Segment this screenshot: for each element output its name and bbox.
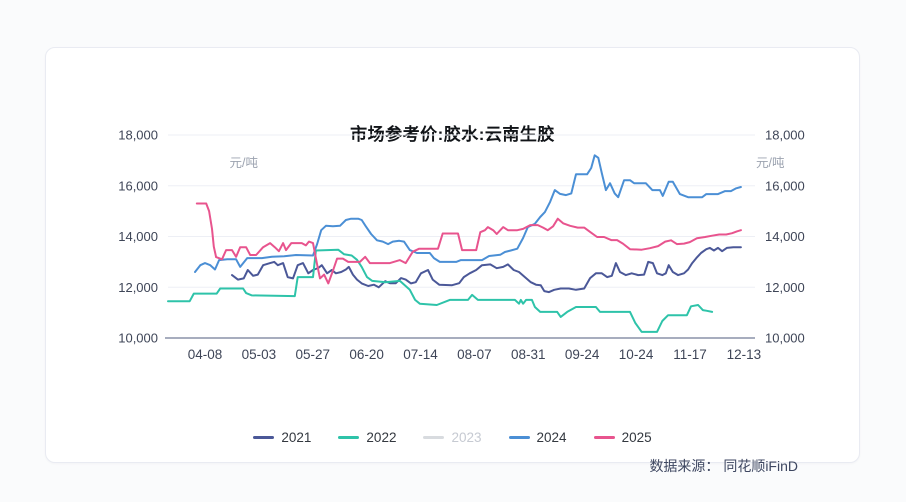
legend-label: 2023 [451, 429, 482, 445]
series-line-2021[interactable] [231, 246, 742, 294]
legend-swatch [423, 435, 445, 439]
y-axis-tick-label-left: 12,000 [118, 280, 158, 295]
series-line-2024[interactable] [194, 154, 742, 273]
y-axis-tick-label-left: 16,000 [118, 178, 158, 193]
y-axis-tick-label-left: 14,000 [118, 229, 158, 244]
legend-label: 2021 [281, 429, 312, 445]
legend-item-2023[interactable]: 2023 [423, 429, 482, 445]
data-source-label: 数据来源： 同花顺iFinD [649, 458, 798, 474]
y-axis-tick-label-left: 18,000 [118, 128, 158, 143]
x-axis-tick-label: 05-27 [295, 347, 330, 362]
x-axis-tick-label: 12-13 [727, 347, 762, 362]
x-axis-tick-label: 11-17 [673, 347, 707, 362]
x-axis-tick-label: 10-24 [619, 347, 654, 362]
series-line-2025[interactable] [195, 202, 742, 285]
y-axis-tick-label-right: 10,000 [765, 331, 805, 346]
y-axis-tick-label-left: 10,000 [118, 331, 158, 346]
y-axis-tick-label-right: 12,000 [765, 280, 805, 295]
legend-swatch [338, 435, 360, 439]
legend-swatch [593, 435, 615, 439]
chart-card: 市场参考价:胶水:云南生胶 元/吨 元/吨 2021 2022 2023 2024 20… [45, 47, 860, 474]
x-axis-tick-label: 05-03 [242, 347, 277, 362]
legend-swatch [508, 435, 530, 439]
series-line-2022[interactable] [167, 248, 714, 333]
x-axis-tick-label: 09-24 [565, 347, 600, 362]
legend-item-2024[interactable]: 2024 [508, 429, 567, 445]
y-axis-tick-label-right: 14,000 [765, 229, 805, 244]
legend-label: 2025 [621, 429, 652, 445]
legend-item-2021[interactable]: 2021 [253, 430, 311, 445]
x-axis-tick-label: 06-20 [349, 347, 384, 362]
legend-item-2025[interactable]: 2025 [593, 429, 652, 445]
y-axis-tick-label-right: 18,000 [765, 128, 805, 143]
x-axis-tick-label: 04-08 [188, 347, 223, 362]
legend-label: 2024 [536, 429, 567, 445]
x-axis-tick-label: 08-07 [457, 347, 492, 362]
legend-swatch [253, 435, 275, 439]
y-axis-tick-label-right: 16,000 [765, 178, 805, 193]
x-axis-tick-label: 08-31 [511, 347, 546, 362]
legend-item-2022[interactable]: 2022 [338, 430, 396, 445]
x-axis-tick-label: 07-14 [403, 347, 438, 362]
y-axis-unit-left: 元/吨 [229, 156, 258, 170]
legend-label: 2022 [366, 429, 397, 445]
y-axis-unit-right: 元/吨 [756, 156, 785, 170]
legend: 2021 2022 2023 2024 2025 [46, 428, 859, 446]
